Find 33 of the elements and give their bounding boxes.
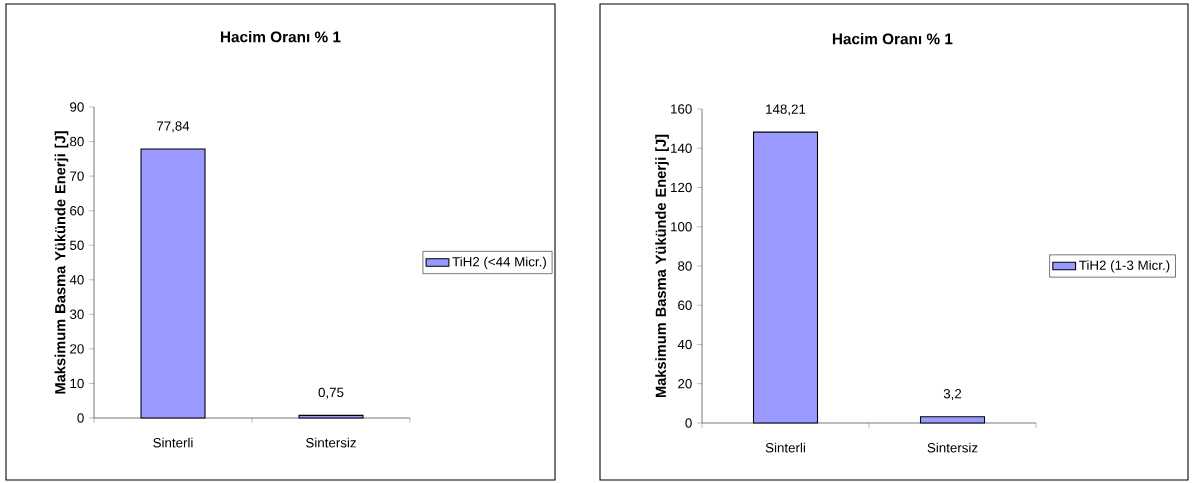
y-axis-title: Maksimum Basma Yükünde Enerji [J]: [655, 134, 669, 398]
legend-label: TiH2 (<44 Micr.): [452, 256, 546, 270]
y-tick-label: 0: [685, 418, 692, 428]
y-tick-label: 20: [678, 379, 692, 389]
y-tick-label: 50: [70, 240, 84, 250]
y-tick-label: 0: [77, 413, 84, 423]
y-tick-label: 20: [70, 344, 84, 354]
x-tick-label: Sintersiz: [927, 442, 978, 453]
x-tick-label: Sinterli: [153, 437, 193, 448]
y-tick-label: 30: [69, 309, 84, 320]
data-label: 77,84: [157, 121, 190, 133]
y-tick-label: 40: [69, 275, 84, 285]
y-tick-label: 140: [671, 143, 692, 153]
y-tick-label: 70: [70, 171, 84, 181]
data-label: 0,75: [318, 387, 344, 399]
data-label: 3,2: [943, 389, 962, 401]
y-tick-label: 40: [677, 339, 692, 350]
y-tick-label: 100: [671, 222, 692, 232]
y-tick-label: 60: [70, 205, 84, 216]
y-tick-label: 160: [671, 104, 692, 114]
y-tick-label: 120: [671, 182, 692, 193]
x-tick-label: Sintersiz: [306, 437, 356, 448]
y-tick-label: 80: [70, 136, 84, 147]
y-tick-label: 90: [70, 102, 84, 112]
legend-label: TiH2 (1-3 Micr.): [1079, 260, 1170, 273]
y-axis-title: Maksimum Basma Yükünde Enerji [J]: [54, 131, 69, 394]
data-label: 148,21: [766, 104, 806, 116]
y-tick-label: 80: [678, 261, 692, 271]
chart-title: Hacim Oranı % 1: [220, 31, 341, 43]
x-tick-label: Sinterli: [765, 442, 805, 453]
y-tick-label: 60: [678, 300, 692, 310]
y-tick-label: 10: [70, 378, 84, 389]
chart-title: Hacim Oranı % 1: [832, 33, 953, 45]
